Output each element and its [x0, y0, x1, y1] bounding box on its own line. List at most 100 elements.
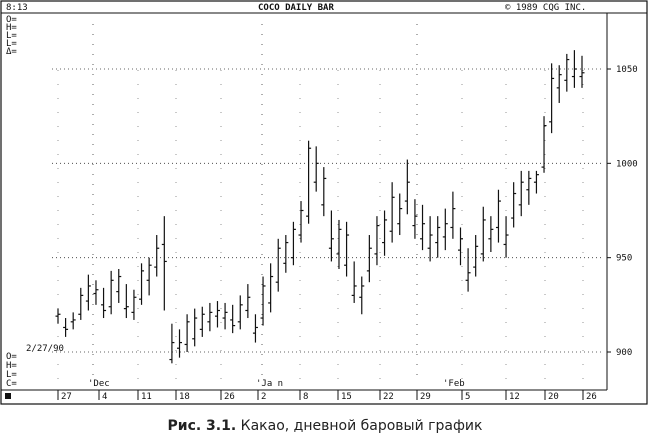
readout-top-1: H= — [6, 23, 17, 33]
readout-top-0: O= — [6, 15, 17, 25]
ohlc-bar — [526, 170, 532, 205]
x-tick-label: 18 — [179, 392, 190, 402]
ohlc-bar — [306, 140, 312, 224]
ohlc-bar — [222, 302, 228, 330]
ohlc-bar — [252, 314, 258, 343]
ohlc-bar — [480, 206, 486, 262]
x-tick-label: 5 — [465, 392, 470, 402]
ohlc-bar — [518, 170, 524, 217]
ohlc-bar — [192, 308, 198, 347]
ohlc-bar — [55, 308, 61, 324]
ohlc-bar — [321, 167, 327, 217]
ohlc-bar — [533, 170, 539, 194]
month-label-jan: 'Ja n — [256, 379, 283, 389]
ohlc-bar — [450, 191, 456, 239]
ohlc-bar — [290, 221, 296, 266]
x-tick-label: 15 — [341, 392, 352, 402]
ohlc-bar — [85, 274, 91, 311]
ohlc-bar — [397, 193, 403, 236]
y-tick-label: 950 — [616, 254, 632, 264]
figure-caption: Рис. 3.1. Какао, дневной баровый график — [0, 418, 650, 434]
ohlc-bar — [237, 295, 243, 330]
ohlc-bar — [344, 221, 350, 277]
ohlc-bar — [298, 201, 304, 243]
x-tick-label: 22 — [383, 392, 394, 402]
x-tick-label: 29 — [420, 392, 431, 402]
ohlc-bar — [488, 216, 494, 253]
ohlc-bar — [374, 216, 380, 266]
x-tick-label: 4 — [102, 392, 107, 402]
ohlc-bar — [465, 248, 471, 292]
ohlc-bar — [70, 312, 76, 330]
ohlc-bar — [336, 219, 342, 269]
x-tick-label: 26 — [224, 392, 235, 402]
y-tick-label: 1050 — [616, 65, 638, 75]
ohlc-bar — [230, 304, 236, 334]
ohlc-bar — [495, 189, 501, 243]
y-tick-label: 900 — [616, 348, 632, 358]
x-tick-label: 2 — [261, 392, 266, 402]
ohlc-bar — [260, 276, 266, 326]
ohlc-bar — [161, 216, 167, 311]
ohlc-bar — [275, 238, 281, 292]
ohlc-bar — [556, 65, 562, 103]
readout-bottom-2: L= — [6, 370, 17, 380]
y-tick-label: 1000 — [616, 159, 638, 169]
top-readouts: O= H= L= L= Δ= — [6, 15, 17, 57]
ohlc-bar — [116, 268, 122, 303]
ohlc-bar — [404, 159, 410, 215]
readout-bottom-1: H= — [6, 361, 17, 371]
ohlc-bar — [541, 116, 547, 173]
ohlc-bar — [108, 270, 114, 315]
bottom-readouts: O= H= L= C= — [6, 352, 17, 389]
ohlc-bar — [435, 216, 441, 258]
ohlc-bar — [63, 318, 69, 337]
x-tick-label: 12 — [509, 392, 520, 402]
x-tick-label: 20 — [548, 392, 559, 402]
month-label-dec: 'Dec — [88, 379, 110, 389]
ohlc-bar — [245, 284, 251, 319]
ohlc-bar — [78, 287, 84, 320]
grid — [52, 24, 604, 382]
ohlc-bar — [283, 235, 289, 273]
month-label-feb: 'Feb — [443, 379, 465, 389]
ohlc-bar — [457, 227, 463, 266]
ohlc-bar — [177, 329, 183, 358]
ohlc-bar — [389, 182, 395, 243]
ohlc-bar — [420, 204, 426, 251]
ohlc-bar — [412, 199, 418, 239]
ohlc-bar — [101, 287, 107, 319]
price-bars — [55, 50, 585, 364]
ohlc-bar — [366, 235, 372, 283]
readout-top-4: Δ= — [6, 47, 17, 57]
ohlc-bar — [154, 235, 160, 277]
ohlc-bar — [328, 210, 334, 262]
ohlc-bar — [146, 257, 152, 296]
date-label: 2/27/90 — [26, 344, 64, 354]
ohlc-bar — [123, 284, 129, 319]
readout-bottom-0: O= — [6, 352, 17, 362]
x-tick-label: 27 — [61, 392, 72, 402]
ohlc-bar — [93, 280, 99, 305]
ohlc-bar — [199, 306, 205, 337]
x-tick-label: 26 — [586, 392, 597, 402]
header-time: 8:13 — [6, 3, 28, 13]
ohlc-bar — [131, 289, 137, 320]
ohlc-bar — [359, 276, 365, 315]
ohlc-bar — [207, 302, 213, 332]
ohlc-bar — [268, 263, 274, 313]
caption-text: Какао, дневной баровый график — [236, 418, 483, 434]
chart: 8:13 COCO DAILY BAR © 1989 CQG INC. O= H… — [0, 0, 648, 405]
ohlc-bar — [313, 146, 319, 192]
ohlc-bar — [511, 182, 517, 228]
ohlc-bar — [571, 50, 577, 88]
ohlc-bar — [549, 63, 555, 134]
ohlc-bar — [214, 301, 220, 328]
ohlc-bar — [139, 263, 145, 305]
readout-bottom-3: C= — [6, 379, 17, 389]
status-square-icon — [5, 393, 11, 399]
readout-top-3: L= — [6, 39, 17, 49]
chart-frame — [0, 0, 648, 405]
readout-top-2: L= — [6, 31, 17, 41]
chart-title: COCO DAILY BAR — [258, 3, 334, 13]
